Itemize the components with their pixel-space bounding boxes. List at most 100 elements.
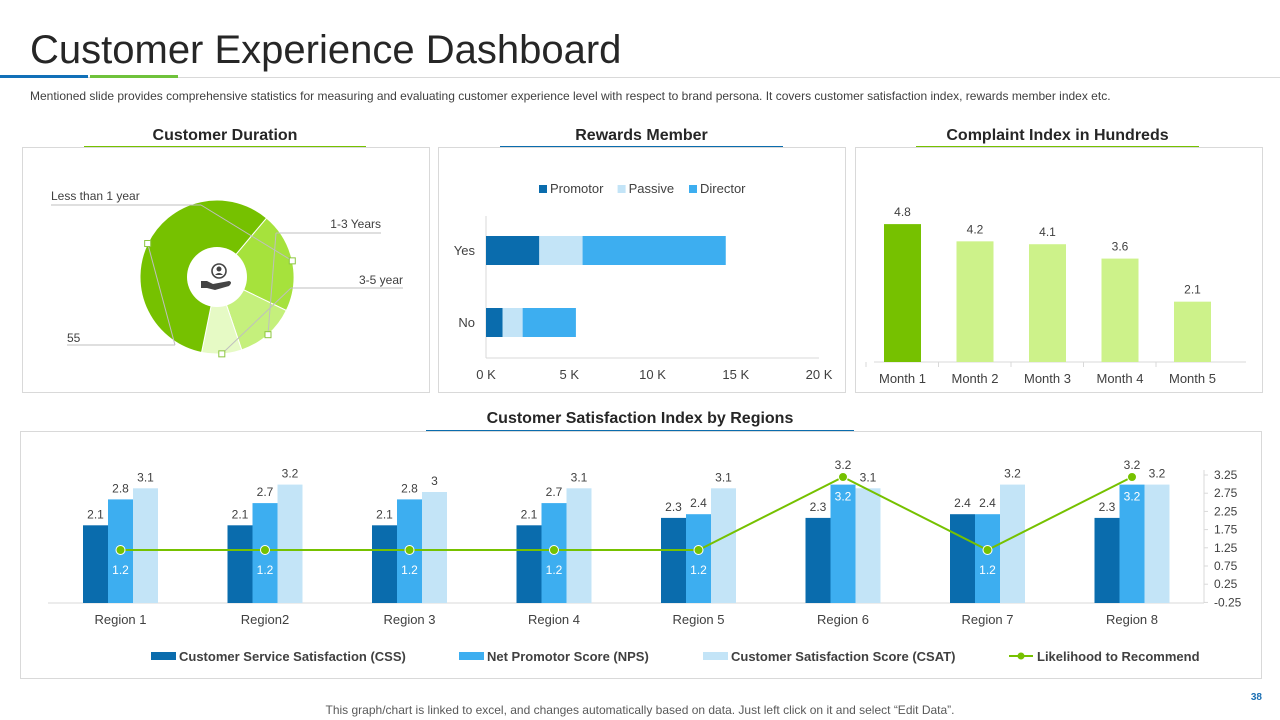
legend-swatch bbox=[617, 185, 626, 193]
secondary-y-tick-label: 1.75 bbox=[1214, 523, 1238, 537]
x-tick-label: 20 K bbox=[806, 367, 833, 382]
data-label: 3.1 bbox=[571, 470, 588, 484]
pie-slice-label: 1-3 Years bbox=[330, 217, 381, 231]
secondary-y-tick-label: 3.25 bbox=[1214, 468, 1238, 482]
legend-label: Net Promotor Score (NPS) bbox=[487, 649, 649, 664]
legend-swatch bbox=[703, 652, 728, 660]
bar bbox=[950, 514, 975, 603]
x-tick-label: Month 5 bbox=[1169, 371, 1216, 386]
bar-segment bbox=[486, 236, 540, 265]
pie-leader-line bbox=[267, 232, 277, 335]
legend-label: Promotor bbox=[550, 181, 604, 196]
x-tick-label: Region 4 bbox=[528, 612, 580, 627]
customer-hand-icon bbox=[201, 263, 231, 290]
bar bbox=[516, 525, 542, 603]
legend-label: Customer Satisfaction Score (CSAT) bbox=[731, 649, 955, 664]
rewards-panel: Promotor Passive Director Yes No 0 K 5 K 10 K 15… bbox=[438, 147, 846, 393]
x-tick-label: Month 1 bbox=[879, 371, 926, 386]
data-label: 1.2 bbox=[690, 563, 707, 577]
data-label: 2.1 bbox=[1184, 283, 1201, 297]
data-label: 3.2 bbox=[1004, 467, 1021, 481]
page-number: 38 bbox=[1250, 692, 1262, 703]
icon-person-body bbox=[215, 273, 223, 275]
data-label: 2.1 bbox=[376, 507, 393, 521]
bar bbox=[277, 484, 303, 603]
bar-segment bbox=[502, 308, 523, 337]
data-label: 2.8 bbox=[401, 481, 418, 495]
legend-swatch bbox=[689, 185, 697, 193]
data-label: 2.1 bbox=[521, 507, 538, 521]
data-label: 3.1 bbox=[860, 470, 877, 484]
data-label: 1.2 bbox=[112, 563, 129, 577]
data-label: 3.2 bbox=[282, 467, 299, 481]
pie-leader-handle bbox=[264, 331, 272, 339]
x-tick-label: Region2 bbox=[241, 612, 289, 627]
data-label: 4.1 bbox=[1039, 225, 1056, 239]
likelihood-point bbox=[404, 545, 415, 555]
icon-person-head bbox=[216, 266, 222, 272]
bar bbox=[855, 488, 881, 603]
duration-panel: Less than 1 year 1-3 Years 3-5 year 55 bbox=[22, 147, 430, 393]
secondary-y-tick-label: 2.75 bbox=[1214, 486, 1238, 500]
x-tick-label: 15 K bbox=[722, 367, 749, 382]
bar bbox=[1174, 301, 1211, 362]
data-label: 3.2 bbox=[835, 458, 852, 472]
bar bbox=[422, 492, 447, 603]
pie-leader-line bbox=[200, 204, 293, 262]
bar bbox=[1119, 484, 1145, 603]
secondary-y-tick-label: 2.25 bbox=[1214, 504, 1238, 518]
rewards-bar-chart: Promotor Passive Director Yes No 0 K 5 K 10 K 15… bbox=[454, 181, 833, 382]
legend-label: Customer Service Satisfaction (CSS) bbox=[179, 649, 406, 664]
category-label: Yes bbox=[454, 243, 476, 258]
secondary-y-tick-label: 0.25 bbox=[1214, 577, 1238, 591]
data-label: 3.1 bbox=[715, 470, 732, 484]
legend-swatch bbox=[151, 652, 176, 660]
likelihood-point bbox=[549, 545, 559, 555]
data-label: 2.1 bbox=[232, 507, 249, 521]
title-accent-blue bbox=[0, 75, 88, 78]
title-accent-green bbox=[90, 75, 178, 78]
likelihood-point bbox=[115, 545, 126, 555]
data-label: 2.7 bbox=[546, 485, 563, 499]
x-tick-label: 0 K bbox=[476, 367, 496, 382]
data-label: 1.2 bbox=[979, 563, 996, 577]
bar bbox=[83, 525, 108, 603]
x-tick-label: Month 3 bbox=[1024, 371, 1071, 386]
bar-segment bbox=[539, 236, 583, 265]
page-title: Customer Experience Dashboard bbox=[30, 28, 622, 72]
bar bbox=[133, 488, 158, 603]
data-label: 4.8 bbox=[894, 205, 911, 219]
secondary-y-tick-label: 1.25 bbox=[1214, 541, 1238, 555]
data-label: 2.4 bbox=[979, 496, 996, 510]
bar-segment bbox=[486, 308, 503, 337]
bar bbox=[805, 517, 831, 603]
bar bbox=[1101, 258, 1139, 362]
bar bbox=[1029, 244, 1066, 362]
bar bbox=[372, 525, 397, 603]
pie-leader-handle bbox=[144, 239, 152, 247]
data-label: 2.3 bbox=[1099, 500, 1116, 514]
data-label: 2.4 bbox=[690, 496, 707, 510]
x-tick-label: Region 5 bbox=[672, 612, 724, 627]
x-tick-label: Region 6 bbox=[817, 612, 869, 627]
likelihood-point bbox=[838, 472, 848, 482]
title-rule bbox=[0, 77, 1280, 78]
likelihood-point bbox=[1127, 472, 1137, 482]
pie-leader-handle bbox=[218, 350, 226, 358]
duration-chart-title: Customer Duration bbox=[152, 127, 298, 144]
data-label: 1.2 bbox=[257, 563, 274, 577]
data-label: 3.2 bbox=[1149, 467, 1166, 481]
page-subtitle: Mentioned slide provides comprehensive s… bbox=[30, 89, 1111, 103]
likelihood-point bbox=[260, 545, 270, 555]
data-label: 2.3 bbox=[810, 500, 827, 514]
data-label: 3 bbox=[431, 474, 438, 488]
bar bbox=[686, 514, 711, 603]
legend-swatch bbox=[459, 652, 484, 660]
data-label: 2.4 bbox=[954, 496, 971, 510]
data-label: 2.3 bbox=[665, 500, 682, 514]
data-label: 3.6 bbox=[1112, 240, 1129, 254]
legend-label: Director bbox=[700, 181, 746, 196]
complaint-chart-title: Complaint Index in Hundreds bbox=[946, 127, 1169, 144]
data-label: 4.2 bbox=[967, 222, 984, 236]
data-label: 2.7 bbox=[257, 485, 274, 499]
